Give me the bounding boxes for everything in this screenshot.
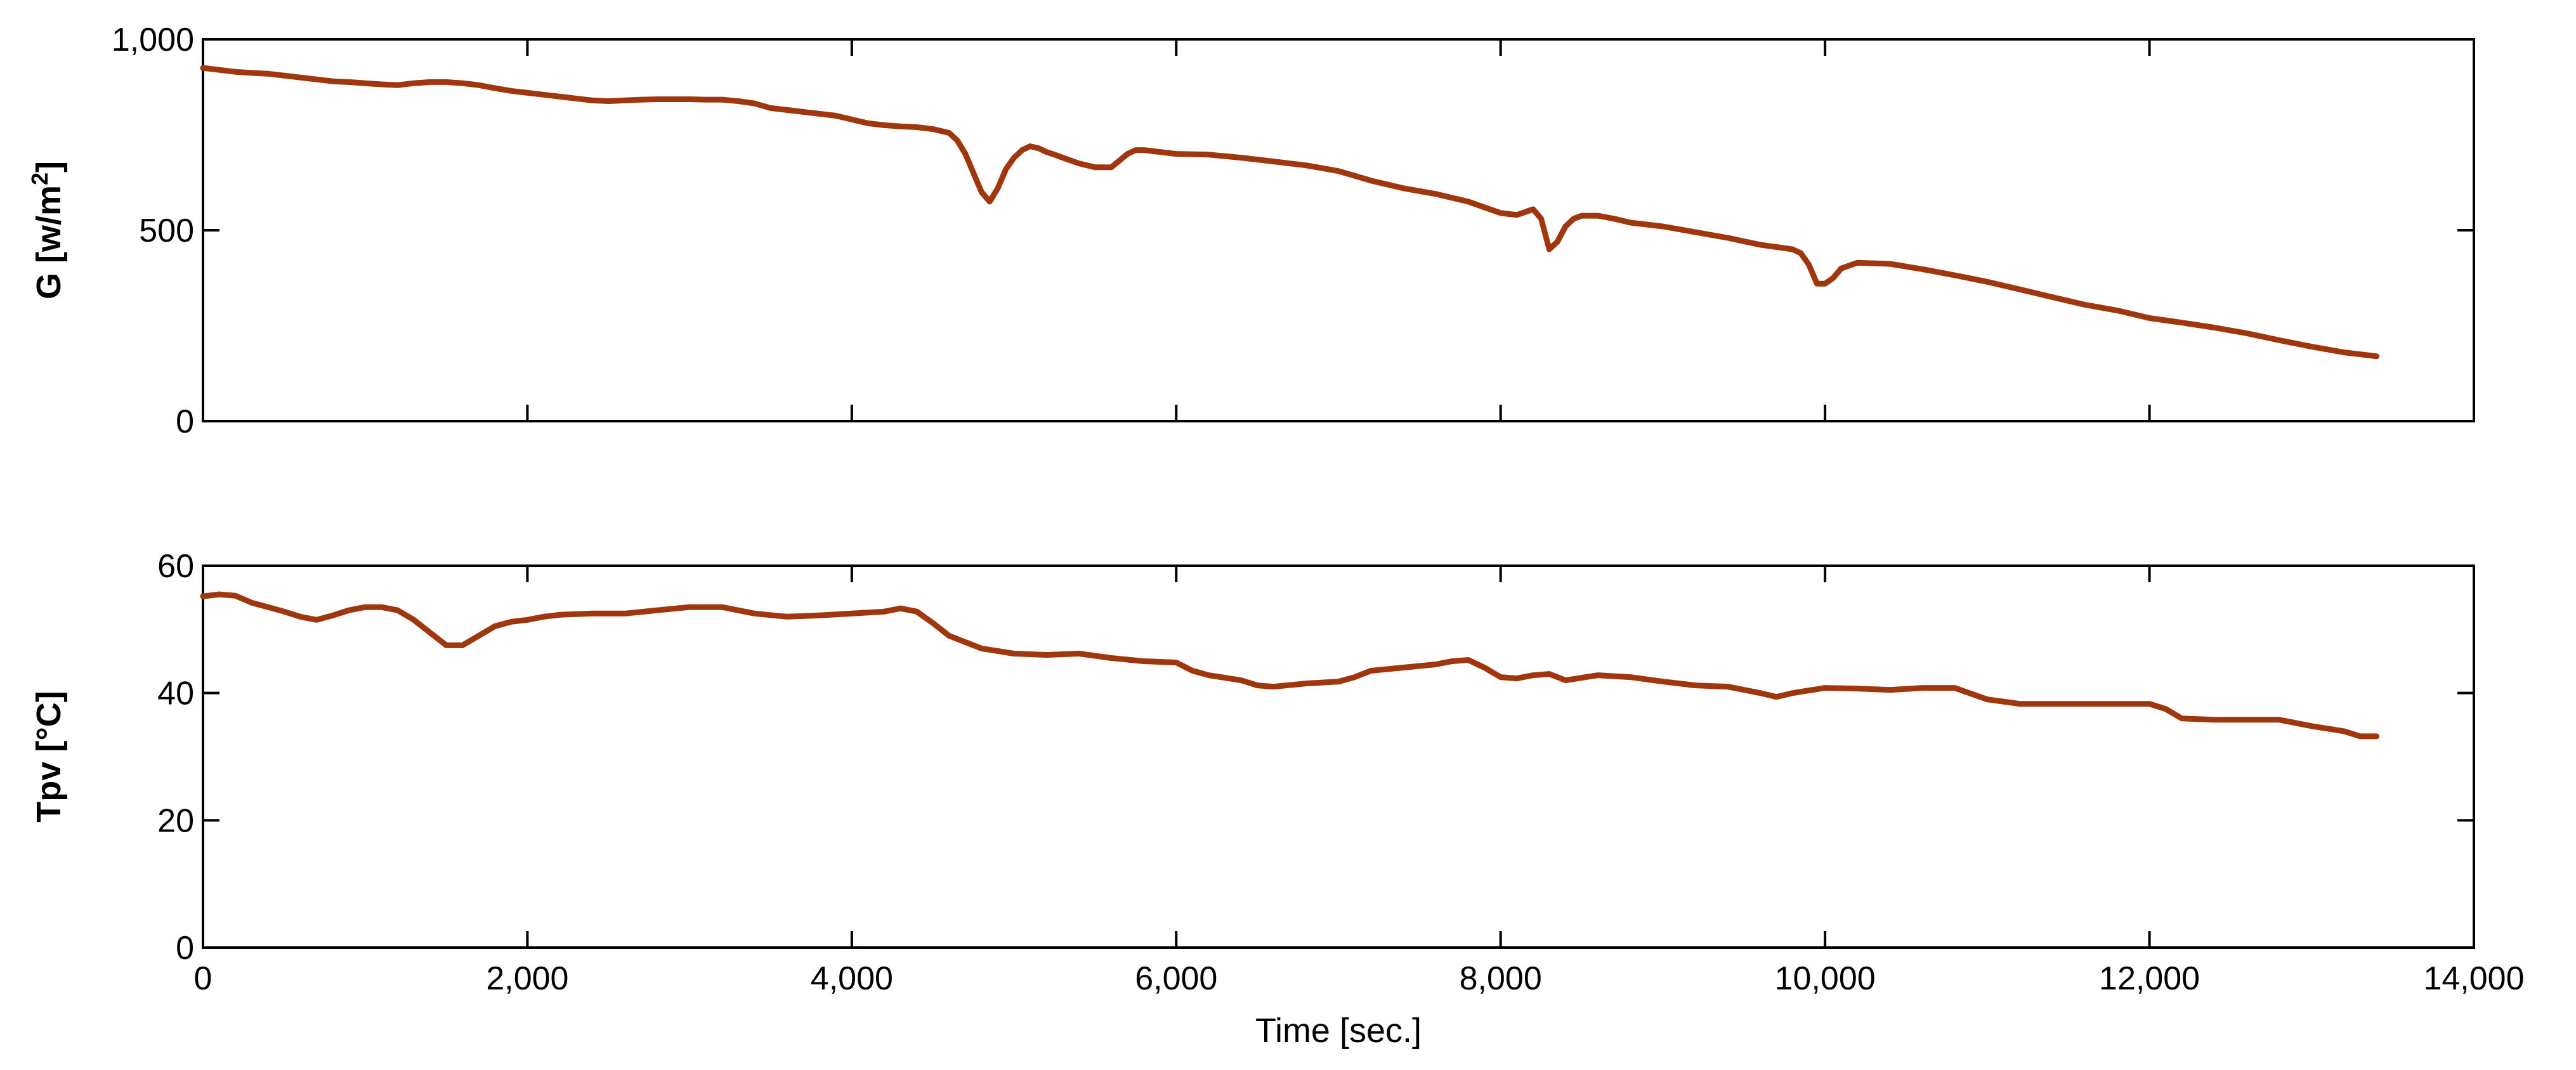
y-tick-label-tpv-0: 0	[176, 930, 194, 967]
series-g	[200, 65, 2380, 360]
series-line-tpv-0	[200, 591, 2380, 740]
series-tpv	[200, 591, 2380, 740]
x-axis-title: Time [sec.]	[1255, 1012, 1422, 1050]
y-tick-label-tpv-1: 20	[157, 802, 194, 839]
x-tick-label-6: 12,000	[2099, 960, 2200, 997]
x-tick-label-5: 10,000	[1775, 960, 1876, 997]
panel-tpv: 0 20 40 60 0 2,000 4,000 6,000 8,000 10,000 12,00…	[30, 548, 2525, 1050]
y-tick-label-g-0: 0	[176, 403, 194, 440]
y-axis-title-g: G [w/m2]	[27, 161, 69, 299]
x-tick-label-0: 0	[194, 960, 212, 997]
plot-frame-tpv	[202, 564, 2475, 949]
y-ticks-tpv: 0 20 40 60	[157, 548, 2474, 967]
y-tick-label-g-1: 500	[139, 212, 194, 249]
panel-g: 0 500 1,000 G [w/m2]	[27, 22, 2475, 440]
y-axis-title-tpv: Tpv [°C]	[30, 691, 68, 823]
x-tick-label-4: 8,000	[1460, 960, 1542, 997]
x-tick-label-2: 4,000	[811, 960, 893, 997]
y-tick-label-tpv-3: 60	[157, 548, 194, 585]
x-tick-label-1: 2,000	[486, 960, 568, 997]
x-tick-label-3: 6,000	[1135, 960, 1217, 997]
y-ticks-g: 0 500 1,000	[112, 22, 2474, 440]
x-ticks-tpv: 0 2,000 4,000 6,000 8,000 10,000 12,000 14,000	[194, 566, 2525, 997]
y-tick-label-tpv-2: 40	[157, 675, 194, 712]
x-ticks-g	[202, 39, 2475, 421]
y-tick-label-g-2: 1,000	[112, 22, 194, 58]
x-tick-label-7: 14,000	[2423, 960, 2524, 997]
series-line-g-0	[200, 65, 2380, 360]
